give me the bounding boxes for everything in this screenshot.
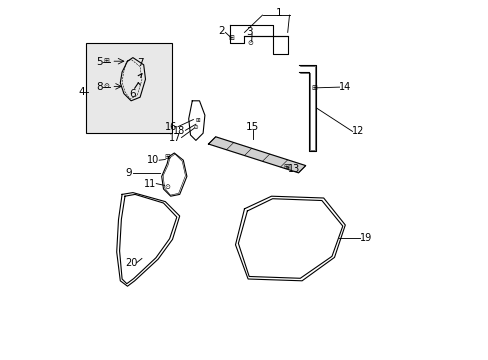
Text: 1: 1: [275, 8, 282, 18]
Text: 10: 10: [147, 155, 159, 165]
Text: ⊙: ⊙: [246, 40, 252, 46]
Text: 2: 2: [217, 26, 224, 36]
Bar: [86, 43, 172, 133]
Text: ⊙: ⊙: [193, 125, 198, 130]
Text: ⊞: ⊞: [164, 154, 170, 159]
Text: ⊙: ⊙: [164, 184, 170, 190]
Text: 3: 3: [246, 27, 253, 37]
Text: 9: 9: [125, 168, 132, 178]
Text: ⊙: ⊙: [103, 83, 109, 89]
Text: 12: 12: [351, 126, 364, 136]
Text: 8: 8: [96, 82, 102, 92]
Text: ⊞: ⊞: [195, 118, 200, 123]
Text: 15: 15: [245, 122, 259, 132]
Text: 17: 17: [168, 132, 181, 143]
Text: 6: 6: [129, 89, 135, 99]
Text: 4: 4: [78, 87, 85, 97]
Text: 20: 20: [124, 258, 137, 268]
Text: 5: 5: [96, 57, 102, 67]
Text: 14: 14: [338, 82, 350, 92]
Text: 11: 11: [143, 179, 156, 189]
Text: ⊞: ⊞: [103, 58, 109, 64]
Text: ⊞: ⊞: [283, 165, 288, 170]
Polygon shape: [208, 137, 305, 173]
Text: 7: 7: [137, 58, 144, 68]
Text: 13: 13: [287, 164, 300, 174]
Text: ⊞: ⊞: [311, 85, 317, 91]
Text: 18: 18: [172, 126, 185, 136]
Text: 16: 16: [165, 122, 177, 132]
Text: ⊞: ⊞: [228, 35, 234, 41]
Text: 19: 19: [359, 233, 371, 243]
